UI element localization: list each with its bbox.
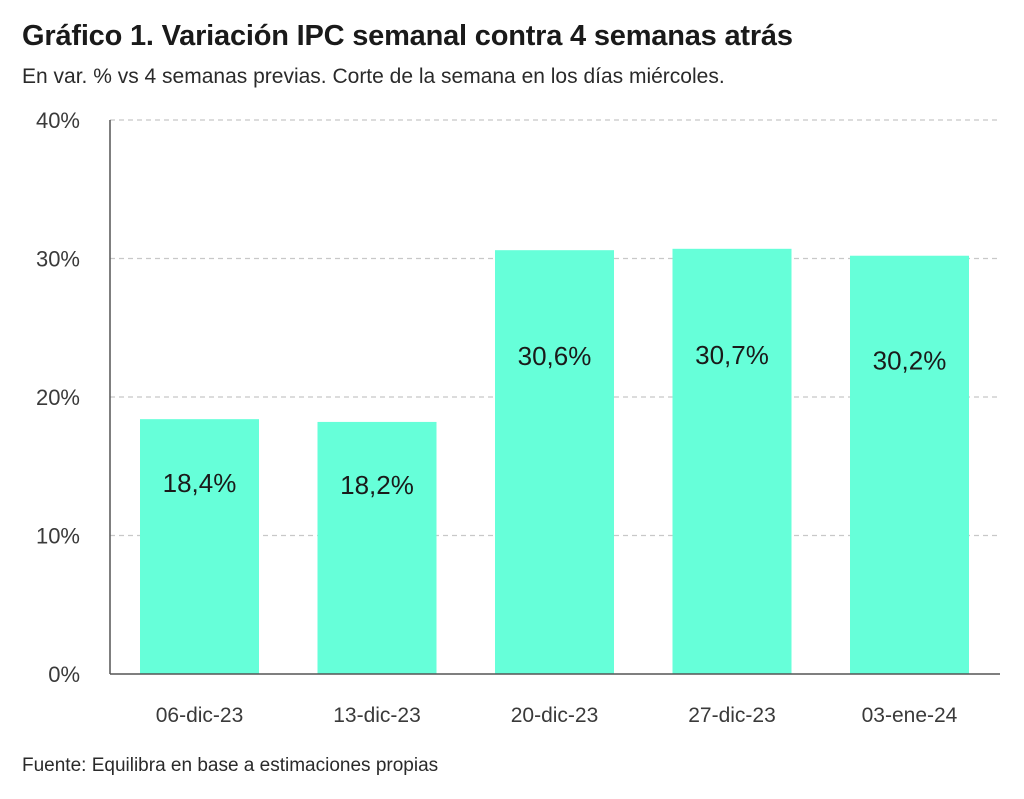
data-label: 30,6% xyxy=(518,341,592,371)
x-tick-label: 06-dic-23 xyxy=(156,704,244,727)
bar xyxy=(317,421,437,674)
y-tick-label: 0% xyxy=(48,662,80,687)
data-label: 30,2% xyxy=(873,345,947,375)
labels: 0% 10% 20% 30% 40% 06-dic-23 18,4% 13-dic-23 18,… xyxy=(36,108,958,727)
x-tick-label: 13-dic-23 xyxy=(333,704,421,727)
x-tick-label: 03-ene-24 xyxy=(862,704,958,727)
chart-source: Fuente: Equilibra en base a estimaciones… xyxy=(22,755,439,776)
y-tick-label: 30% xyxy=(36,247,80,272)
bar xyxy=(850,255,969,675)
data-label: 18,4% xyxy=(163,468,237,498)
bars xyxy=(140,248,969,675)
chart-title: Gráfico 1. Variación IPC semanal contra … xyxy=(22,20,793,52)
y-tick-label: 20% xyxy=(36,385,80,410)
bar xyxy=(140,419,259,674)
y-tick-label: 10% xyxy=(36,524,80,549)
x-tick-label: 20-dic-23 xyxy=(511,704,599,727)
data-label: 18,2% xyxy=(340,470,414,500)
data-label: 30,7% xyxy=(695,340,769,370)
bar xyxy=(495,250,614,674)
y-tick-label: 40% xyxy=(36,108,80,133)
bar xyxy=(672,248,792,674)
x-tick-label: 27-dic-23 xyxy=(688,704,776,727)
axes xyxy=(109,120,1000,675)
chart-subtitle: En var. % vs 4 semanas previas. Corte de… xyxy=(22,65,725,88)
